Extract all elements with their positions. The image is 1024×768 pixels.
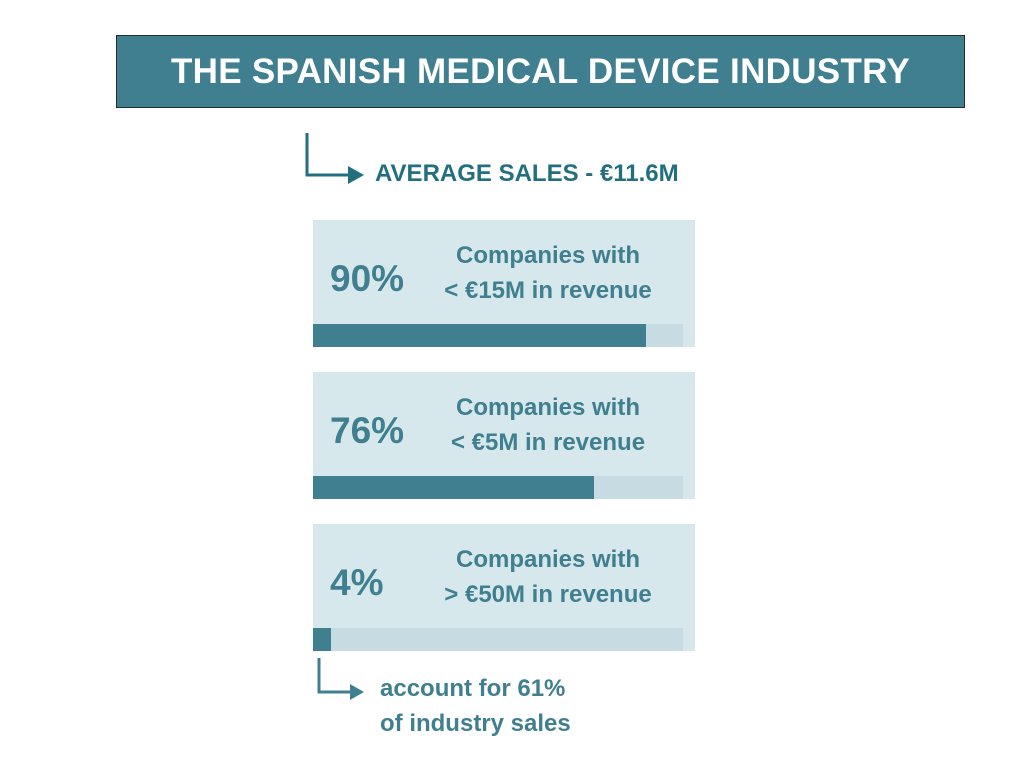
progress-track bbox=[313, 324, 683, 347]
progress-fill bbox=[313, 324, 646, 347]
progress-fill bbox=[313, 476, 594, 499]
progress-fill bbox=[313, 628, 331, 651]
progress-track bbox=[313, 476, 683, 499]
footnote: account for 61% of industry sales bbox=[380, 671, 571, 741]
stat-line-1: Companies with bbox=[455, 394, 641, 421]
page-title: THE SPANISH MEDICAL DEVICE INDUSTRY bbox=[170, 51, 911, 91]
stat-description: Companies with > €50M in revenue bbox=[423, 542, 673, 612]
stat-description: Companies with < €15M in revenue bbox=[423, 238, 673, 308]
stat-percent: 90% bbox=[330, 258, 405, 299]
stat-line-2: < €5M in revenue bbox=[450, 429, 646, 456]
stat-line-2: < €15M in revenue bbox=[444, 277, 652, 304]
arrow-right-icon bbox=[317, 658, 364, 700]
progress-track bbox=[313, 628, 683, 651]
stat-percent: 4% bbox=[330, 562, 384, 603]
stat-percent: 76% bbox=[330, 410, 405, 451]
stat-card: 76% Companies with < €5M in revenue bbox=[313, 372, 695, 499]
stat-description: Companies with < €5M in revenue bbox=[423, 390, 673, 460]
average-sales-label: AVERAGE SALES - €11.6M bbox=[375, 160, 679, 187]
stat-line-1: Companies with bbox=[455, 242, 641, 269]
footnote-line-2: of industry sales bbox=[380, 710, 571, 737]
arrow-right-icon bbox=[305, 133, 364, 184]
stat-card: 4% Companies with > €50M in revenue bbox=[313, 524, 695, 651]
footnote-line-1: account for 61% bbox=[380, 675, 566, 702]
title-banner: THE SPANISH MEDICAL DEVICE INDUSTRY bbox=[116, 35, 965, 108]
stat-line-1: Companies with bbox=[455, 546, 641, 573]
stat-card: 90% Companies with < €15M in revenue bbox=[313, 220, 695, 347]
stat-line-2: > €50M in revenue bbox=[444, 581, 652, 608]
